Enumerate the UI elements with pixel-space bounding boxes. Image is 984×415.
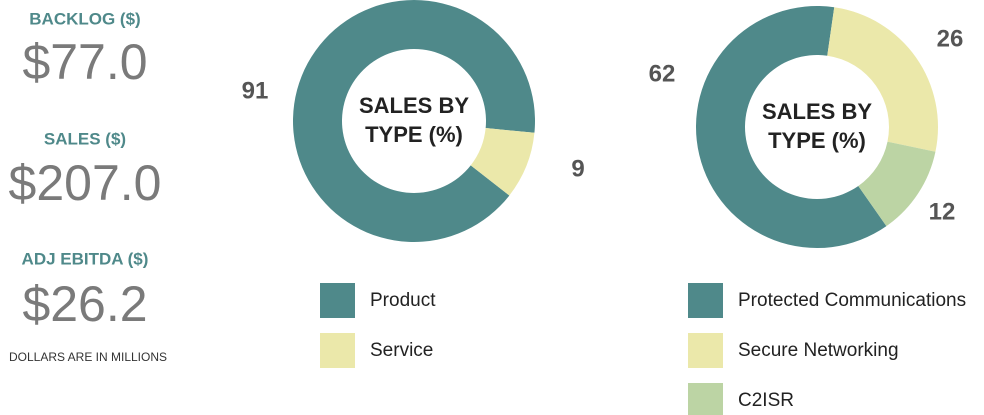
legend-label: C2ISR <box>738 390 794 411</box>
legend-swatch <box>688 333 723 368</box>
donut-segment <box>470 128 535 196</box>
note: DOLLARS ARE IN MILLIONS <box>9 350 167 364</box>
center-title: SALES BY TYPE (%) <box>761 99 873 153</box>
kpi-value: $77.0 <box>22 34 147 90</box>
legend-label: Secure Networking <box>738 340 899 361</box>
center-title-box: SALES BY TYPE (%) <box>358 93 470 147</box>
donut-segment <box>292 0 535 243</box>
legend-label: Service <box>370 340 433 361</box>
value-label: 9 <box>571 155 584 182</box>
kpi-label: ADJ EBITDA ($) <box>22 249 149 268</box>
kpi-label: SALES ($) <box>44 129 126 148</box>
center-title: SALES BY TYPE (%) <box>358 93 470 147</box>
donut-segment <box>827 7 938 152</box>
kpi-value: $207.0 <box>9 155 162 211</box>
value-label: 91 <box>242 77 269 104</box>
kpi-label: BACKLOG ($) <box>29 9 140 28</box>
legend-label: Protected Communications <box>738 290 966 311</box>
legend-swatch <box>320 333 355 368</box>
donut-segment <box>858 141 936 227</box>
center-title-box: SALES BY TYPE (%) <box>761 99 873 153</box>
legend-swatch <box>320 283 355 318</box>
legend-swatch <box>688 383 723 415</box>
donut-segment <box>695 6 887 249</box>
value-label: 26 <box>937 25 964 52</box>
value-label: 12 <box>929 198 956 225</box>
kpi-value: $26.2 <box>22 276 147 332</box>
value-label: 62 <box>649 60 676 87</box>
legend-label: Product <box>370 290 436 311</box>
legend-swatch <box>688 283 723 318</box>
